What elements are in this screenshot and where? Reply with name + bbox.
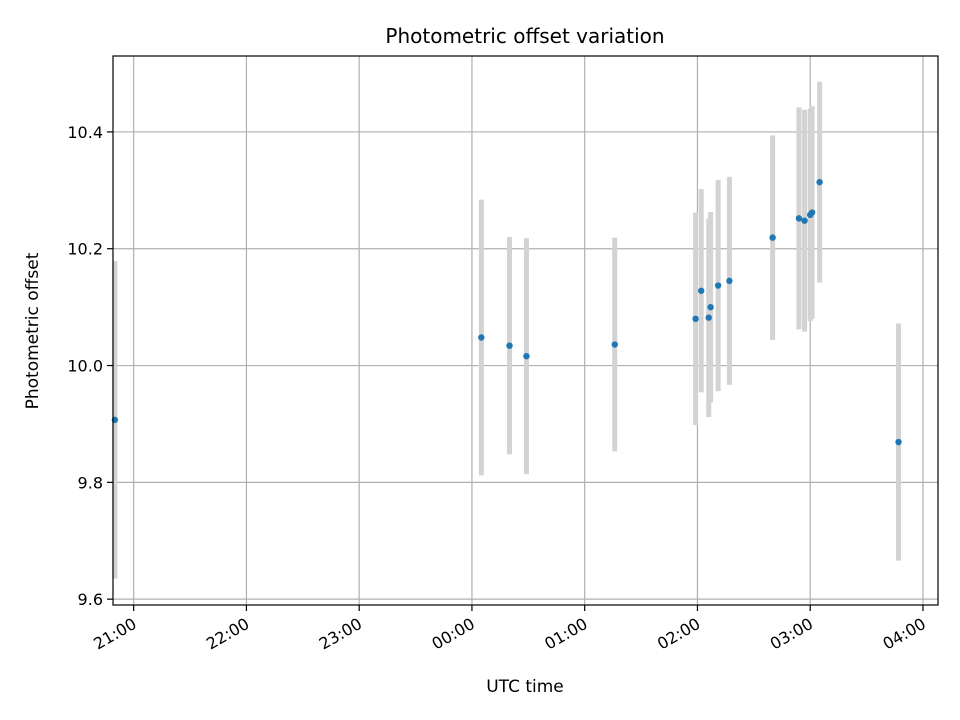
data-point	[726, 277, 733, 285]
y-tick-label: 10.0	[67, 357, 103, 376]
data-points	[111, 178, 902, 446]
y-tick-label: 10.4	[67, 123, 103, 142]
y-tick-label: 10.2	[67, 240, 103, 259]
data-point	[611, 341, 618, 348]
data-point	[801, 217, 808, 224]
y-axis-ticks: 9.6 9.8 10.0 10.2 10.4	[67, 123, 113, 609]
data-point	[692, 315, 699, 323]
data-point	[478, 334, 485, 341]
data-point	[895, 438, 902, 446]
y-tick-label: 9.6	[78, 590, 103, 609]
plot-frame	[112, 55, 939, 606]
data-point	[698, 287, 705, 294]
x-axis-label: UTC time	[486, 677, 564, 697]
data-point	[506, 342, 513, 349]
data-point	[769, 234, 776, 241]
data-point	[816, 178, 823, 186]
y-axis-label: Photometric offset	[23, 252, 43, 409]
data-point	[808, 209, 816, 216]
data-point	[714, 282, 722, 289]
chart-title: Photometric offset variation	[385, 24, 664, 48]
data-point	[795, 215, 803, 222]
y-tick-label: 9.8	[78, 473, 103, 492]
data-point	[523, 352, 530, 360]
data-point	[707, 303, 714, 311]
data-point	[705, 314, 712, 321]
